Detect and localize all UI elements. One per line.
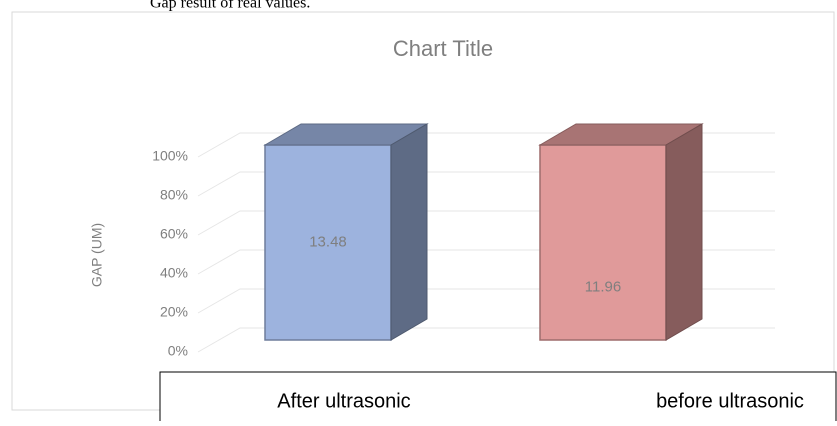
- y-tick-label: 80%: [160, 187, 188, 203]
- data-label: 13.48: [309, 233, 347, 250]
- y-tick-label: 20%: [160, 304, 188, 320]
- y-tick-label: 0%: [168, 343, 188, 359]
- category-box: [159, 371, 837, 423]
- bar-side: [390, 123, 428, 341]
- bar: [264, 144, 392, 341]
- x-tick-label: before ultrasonic: [656, 390, 804, 412]
- plot: 0% 20% 40% 60% 80% 100% 13.48 11.96: [152, 123, 775, 359]
- category-labels: After ultrasonic before ultrasonic: [277, 390, 804, 412]
- y-axis-label: GAP (UM): [89, 223, 105, 287]
- y-tick-label: 100%: [152, 148, 188, 164]
- chart-title: Chart Title: [393, 36, 493, 61]
- bar: [539, 144, 667, 341]
- x-tick-label: After ultrasonic: [277, 390, 410, 412]
- y-tick-label: 60%: [160, 226, 188, 242]
- data-label: 11.96: [585, 278, 621, 295]
- caption: Gap result of real values.: [150, 0, 310, 12]
- bar-side: [665, 123, 703, 341]
- y-tick-label: 40%: [160, 265, 188, 281]
